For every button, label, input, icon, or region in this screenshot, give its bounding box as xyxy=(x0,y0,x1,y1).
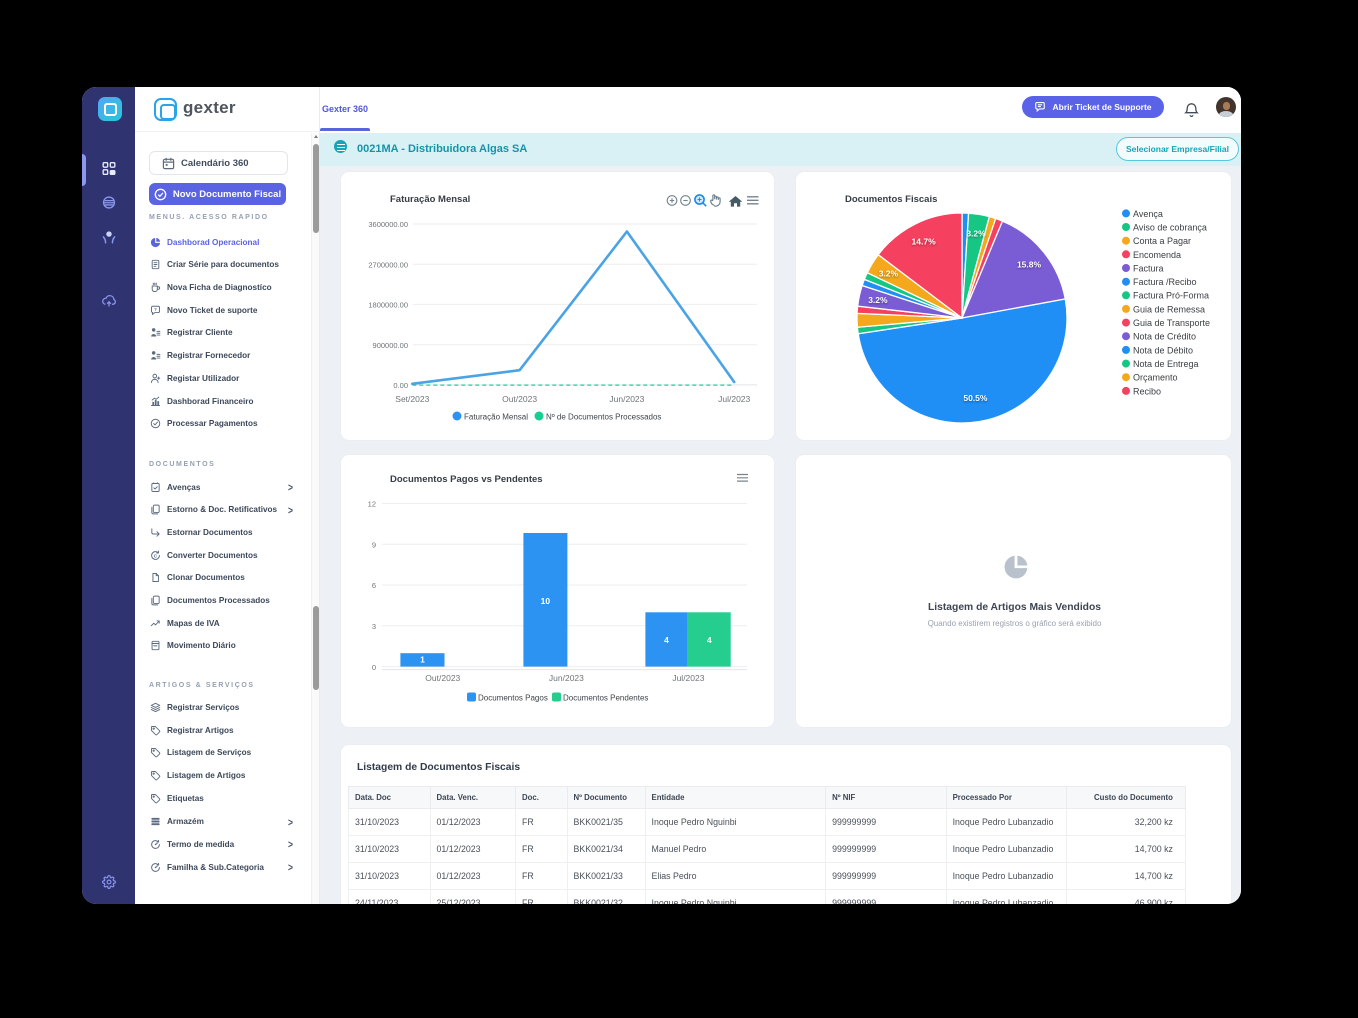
svg-text:?: ? xyxy=(154,307,157,312)
svg-text:0.00: 0.00 xyxy=(393,381,408,390)
svg-text:Nota de Débito: Nota de Débito xyxy=(1133,345,1193,355)
svg-text:9: 9 xyxy=(372,541,376,550)
svg-text:Conta a Pagar: Conta a Pagar xyxy=(1133,236,1191,246)
svg-text:Set/2023: Set/2023 xyxy=(395,394,429,404)
svg-text:0: 0 xyxy=(372,663,376,672)
svg-text:1: 1 xyxy=(420,655,425,665)
svg-text:Nota de Crédito: Nota de Crédito xyxy=(1133,332,1196,342)
svg-text:Factura: Factura xyxy=(1133,263,1164,273)
svg-text:Encomenda: Encomenda xyxy=(1133,250,1181,260)
svg-text:3.2%: 3.2% xyxy=(868,295,888,305)
svg-text:Nº de Documentos Processados: Nº de Documentos Processados xyxy=(546,413,661,422)
svg-text:Guia de Transporte: Guia de Transporte xyxy=(1133,318,1210,328)
svg-text:14.7%: 14.7% xyxy=(912,236,937,246)
svg-text:10: 10 xyxy=(541,596,551,606)
svg-text:Avença: Avença xyxy=(1133,209,1163,219)
svg-text:Out/2023: Out/2023 xyxy=(425,673,460,683)
svg-text:3.2%: 3.2% xyxy=(966,229,986,239)
svg-text:Orçamento: Orçamento xyxy=(1133,373,1178,383)
svg-text:C: C xyxy=(154,553,158,559)
svg-text:Jun/2023: Jun/2023 xyxy=(609,394,644,404)
svg-text:3.2%: 3.2% xyxy=(879,269,899,279)
svg-text:Documentos Pendentes: Documentos Pendentes xyxy=(563,694,648,703)
svg-text:Jul/2023: Jul/2023 xyxy=(672,673,704,683)
svg-text:Factura /Recibo: Factura /Recibo xyxy=(1133,277,1197,287)
svg-text:Recibo: Recibo xyxy=(1133,386,1161,396)
svg-text:Jun/2023: Jun/2023 xyxy=(549,673,584,683)
svg-text:15.8%: 15.8% xyxy=(1017,260,1042,270)
svg-text:12: 12 xyxy=(368,500,376,509)
svg-text:3: 3 xyxy=(372,622,376,631)
svg-text:2700000.00: 2700000.00 xyxy=(368,260,408,269)
svg-text:Guia de Remessa: Guia de Remessa xyxy=(1133,304,1205,314)
svg-text:Faturação Mensal: Faturação Mensal xyxy=(464,413,528,422)
svg-text:900000.00: 900000.00 xyxy=(373,341,408,350)
svg-text:6: 6 xyxy=(372,581,376,590)
svg-text:50.5%: 50.5% xyxy=(963,393,988,403)
svg-text:3600000.00: 3600000.00 xyxy=(368,220,408,229)
svg-text:Nota de Entrega: Nota de Entrega xyxy=(1133,359,1199,369)
svg-text:Factura Pró-Forma: Factura Pró-Forma xyxy=(1133,291,1209,301)
svg-text:4: 4 xyxy=(707,635,712,645)
svg-text:Documentos Pagos: Documentos Pagos xyxy=(478,694,548,703)
svg-text:Jul/2023: Jul/2023 xyxy=(718,394,750,404)
svg-text:4: 4 xyxy=(664,635,669,645)
svg-text:1800000.00: 1800000.00 xyxy=(368,301,408,310)
svg-text:Aviso de cobrança: Aviso de cobrança xyxy=(1133,222,1207,232)
svg-text:Out/2023: Out/2023 xyxy=(502,394,537,404)
